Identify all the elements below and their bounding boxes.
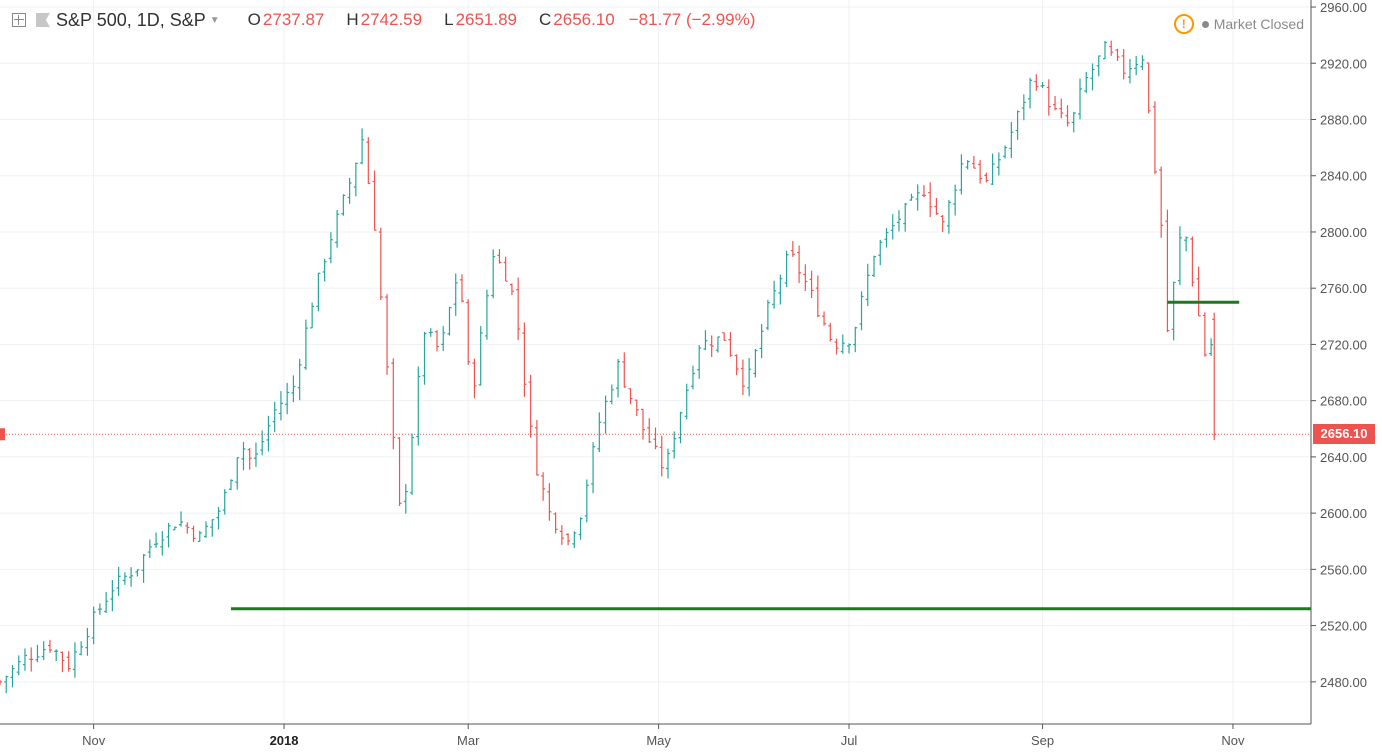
low-label: L [444,10,454,29]
y-tick-label: 2520.00 [1320,619,1367,634]
y-tick-label: 2680.00 [1320,394,1367,409]
open-label: O [247,10,261,29]
high-value: 2742.59 [360,10,423,29]
change-value: −81.77 (−2.99%) [628,10,756,29]
y-tick-label: 2920.00 [1320,56,1367,71]
symbol-title[interactable]: S&P 500, 1D, S&P [56,9,206,30]
y-tick-label: 2880.00 [1320,112,1367,127]
y-tick-label: 2840.00 [1320,169,1367,184]
x-tick-label: Jul [841,733,858,748]
chart-header: S&P 500, 1D, S&P ▼ O 2737.87 H 2742.59 L… [0,8,755,32]
plus-square-icon[interactable] [12,13,26,27]
close-label: C [539,10,552,29]
y-tick-label: 2640.00 [1320,450,1367,465]
last-price-tag: 2656.10 [1313,424,1375,445]
x-tick-label: May [646,733,671,748]
x-tick-label: Nov [1221,733,1245,748]
low-value: 2651.89 [455,10,518,29]
y-tick-label: 2760.00 [1320,281,1367,296]
x-tick-label: Mar [457,733,480,748]
x-tick-label: Sep [1031,733,1054,748]
x-tick-label: 2018 [270,733,299,748]
y-tick-label: 2960.00 [1320,0,1367,15]
y-tick-label: 2720.00 [1320,337,1367,352]
x-tick-label: Nov [82,733,106,748]
chevron-down-icon[interactable]: ▼ [209,14,220,26]
high-label: H [346,10,359,29]
y-tick-label: 2560.00 [1320,562,1367,577]
flag-icon[interactable] [36,13,50,27]
warning-icon[interactable]: ! [1173,14,1194,34]
open-value: 2737.87 [262,10,325,29]
y-tick-label: 2800.00 [1320,225,1367,240]
y-tick-label: 2480.00 [1320,675,1367,690]
market-status-text: Market Closed [1213,16,1304,32]
y-tick-label: 2600.00 [1320,506,1367,521]
last-price-marker [0,428,5,441]
close-value: 2656.10 [553,10,615,29]
market-status: ! Market Closed [1173,14,1304,34]
status-dot-icon [1201,20,1209,28]
